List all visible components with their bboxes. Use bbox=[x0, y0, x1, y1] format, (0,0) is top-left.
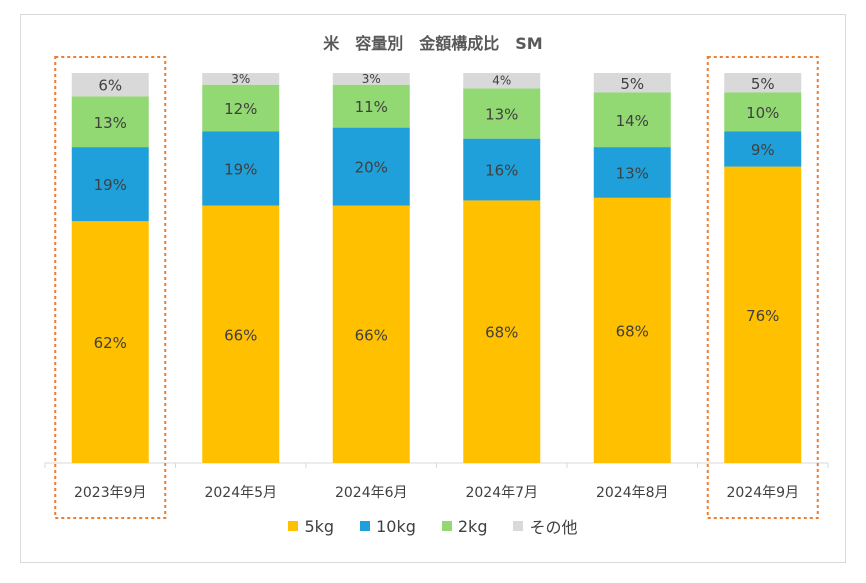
data-label: 16% bbox=[485, 162, 518, 180]
data-label: 6% bbox=[98, 77, 122, 95]
bar-10kg-2024年8月 bbox=[593, 147, 671, 198]
data-label: 68% bbox=[616, 322, 649, 340]
bar-5kg-2024年6月 bbox=[332, 205, 410, 463]
legend-item-other: その他 bbox=[513, 514, 578, 538]
x-tick-label: 2024年7月 bbox=[465, 485, 538, 501]
bar-2kg-2024年5月 bbox=[202, 84, 280, 132]
legend-label-other: その他 bbox=[529, 518, 578, 537]
data-label: 13% bbox=[616, 164, 649, 182]
data-label: 12% bbox=[224, 100, 257, 118]
bar-その他-2023年9月 bbox=[71, 73, 149, 97]
x-tick-label: 2024年6月 bbox=[335, 485, 408, 501]
data-label: 66% bbox=[224, 326, 257, 344]
data-label: 13% bbox=[485, 106, 518, 124]
data-label: 3% bbox=[362, 72, 381, 86]
data-label: 20% bbox=[355, 159, 388, 177]
x-tick-label: 2023年9月 bbox=[74, 485, 147, 501]
legend-label-10kg: 10kg bbox=[376, 516, 416, 536]
legend-swatch-10kg bbox=[360, 521, 371, 531]
data-label: 19% bbox=[94, 176, 127, 194]
bar-2kg-2023年9月 bbox=[71, 96, 149, 148]
bar-10kg-2024年9月 bbox=[724, 131, 802, 167]
bar-5kg-2024年5月 bbox=[202, 205, 280, 463]
bar-10kg-2023年9月 bbox=[71, 147, 149, 222]
bar-10kg-2024年6月 bbox=[332, 127, 410, 206]
bar-5kg-2024年7月 bbox=[463, 200, 541, 464]
bar-5kg-2024年8月 bbox=[593, 197, 671, 464]
data-label: 76% bbox=[746, 307, 779, 325]
legend-swatch-other bbox=[513, 521, 524, 531]
data-label: 13% bbox=[94, 114, 127, 132]
x-tick-label: 2024年5月 bbox=[204, 485, 277, 501]
bar-2kg-2024年7月 bbox=[463, 88, 541, 139]
data-label: 9% bbox=[751, 141, 775, 159]
legend-swatch-5kg bbox=[288, 521, 299, 531]
bar-その他-2024年6月 bbox=[332, 73, 410, 85]
bar-5kg-2024年9月 bbox=[724, 166, 802, 463]
highlight-box-2023年9月 bbox=[54, 56, 167, 519]
data-label: 14% bbox=[616, 112, 649, 130]
x-tick-label: 2024年9月 bbox=[726, 485, 799, 501]
bar-その他-2024年8月 bbox=[593, 73, 671, 93]
legend-label-2kg: 2kg bbox=[457, 516, 488, 536]
legend-item-5kg: 5kg bbox=[288, 514, 334, 538]
legend-label-5kg: 5kg bbox=[304, 516, 335, 536]
bar-10kg-2024年5月 bbox=[202, 131, 280, 206]
data-label: 68% bbox=[485, 324, 518, 342]
data-label: 66% bbox=[355, 326, 388, 344]
data-label: 3% bbox=[231, 72, 250, 86]
data-label: 19% bbox=[224, 161, 257, 179]
data-label: 4% bbox=[492, 74, 511, 88]
bar-その他-2024年9月 bbox=[724, 73, 802, 93]
bar-2kg-2024年8月 bbox=[593, 92, 671, 148]
bar-その他-2024年5月 bbox=[202, 73, 280, 85]
legend-item-10kg: 10kg bbox=[360, 514, 416, 538]
data-label: 62% bbox=[94, 334, 127, 352]
data-label: 11% bbox=[355, 98, 388, 116]
highlight-box-2024年9月 bbox=[706, 56, 819, 519]
data-label: 10% bbox=[746, 104, 779, 122]
x-tick-label: 2024年8月 bbox=[596, 485, 669, 501]
bar-2kg-2024年6月 bbox=[332, 84, 410, 128]
bar-10kg-2024年7月 bbox=[463, 138, 541, 201]
bar-2kg-2024年9月 bbox=[724, 92, 802, 132]
legend-item-2kg: 2kg bbox=[441, 514, 488, 538]
chart-title: 米 容量別 金額構成比 SM bbox=[323, 34, 543, 53]
data-label: 5% bbox=[620, 75, 644, 93]
bar-その他-2024年7月 bbox=[463, 73, 541, 89]
bar-5kg-2023年9月 bbox=[71, 221, 149, 463]
legend-swatch-2kg bbox=[441, 521, 452, 531]
data-label: 5% bbox=[751, 75, 775, 93]
chart-legend: 5kg 10kg 2kg その他 bbox=[0, 514, 866, 538]
